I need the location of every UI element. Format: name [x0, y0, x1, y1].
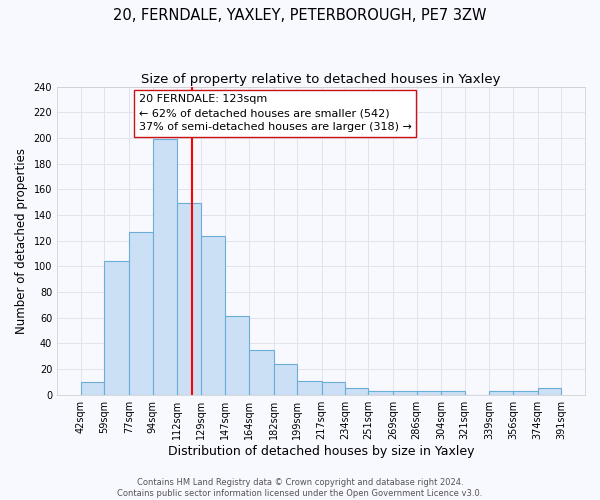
Bar [416, 391, 442, 394]
Bar [538, 388, 561, 394]
Bar [274, 364, 297, 394]
Text: 20, FERNDALE, YAXLEY, PETERBOROUGH, PE7 3ZW: 20, FERNDALE, YAXLEY, PETERBOROUGH, PE7 … [113, 8, 487, 22]
Bar [368, 391, 393, 394]
Bar [104, 261, 129, 394]
Bar [322, 382, 345, 394]
Bar [513, 391, 538, 394]
Y-axis label: Number of detached properties: Number of detached properties [15, 148, 28, 334]
Bar [393, 391, 416, 394]
Bar [129, 232, 152, 394]
Bar [178, 204, 200, 394]
Bar [490, 391, 513, 394]
Bar [249, 350, 274, 395]
Bar [226, 316, 249, 394]
Title: Size of property relative to detached houses in Yaxley: Size of property relative to detached ho… [141, 72, 501, 86]
Bar [200, 236, 226, 394]
Text: 20 FERNDALE: 123sqm
← 62% of detached houses are smaller (542)
37% of semi-detac: 20 FERNDALE: 123sqm ← 62% of detached ho… [139, 94, 412, 132]
Text: Contains HM Land Registry data © Crown copyright and database right 2024.
Contai: Contains HM Land Registry data © Crown c… [118, 478, 482, 498]
Bar [81, 382, 104, 394]
Bar [152, 140, 178, 394]
Bar [345, 388, 368, 394]
Bar [297, 380, 322, 394]
X-axis label: Distribution of detached houses by size in Yaxley: Distribution of detached houses by size … [168, 444, 474, 458]
Bar [442, 391, 465, 394]
